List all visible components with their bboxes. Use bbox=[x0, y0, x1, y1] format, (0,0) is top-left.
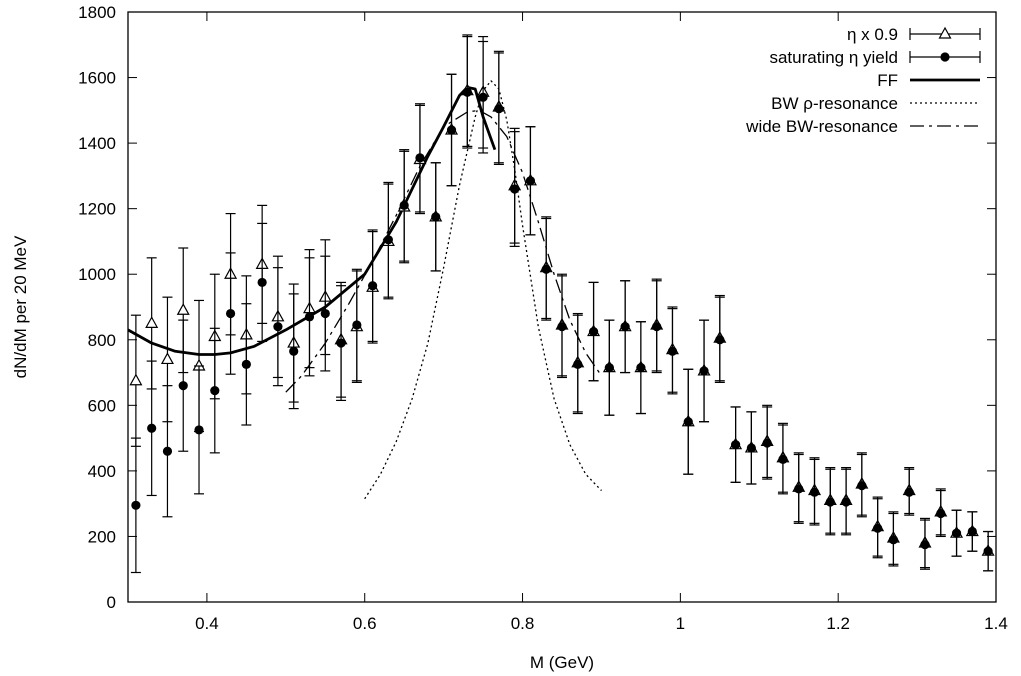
circle-point bbox=[399, 200, 409, 210]
circle-point bbox=[620, 322, 630, 332]
circle-point bbox=[936, 508, 946, 519]
x-tick-label: 1.4 bbox=[984, 614, 1008, 633]
circle-point bbox=[478, 92, 488, 102]
circle-point bbox=[667, 346, 678, 356]
circle-point bbox=[683, 417, 693, 427]
circle-point bbox=[383, 235, 393, 245]
curve-dash-dot bbox=[285, 109, 603, 393]
circle-point bbox=[699, 366, 709, 376]
circle-point bbox=[273, 322, 283, 332]
circle-point bbox=[873, 523, 883, 533]
legend: η x 0.9 saturating η yield FF BW ρ-resonanc… bbox=[745, 25, 981, 136]
legend-circle-marker bbox=[940, 52, 950, 62]
x-tick-label: 1 bbox=[676, 614, 685, 633]
circle-point bbox=[241, 359, 251, 369]
circle-point bbox=[573, 359, 583, 369]
y-tick-label: 400 bbox=[88, 462, 116, 481]
y-tick-label: 0 bbox=[107, 593, 116, 612]
x-tick-label: 1.2 bbox=[826, 614, 850, 633]
data-markers bbox=[129, 34, 995, 574]
y-tick-label: 600 bbox=[88, 396, 116, 415]
y-tick-label: 1800 bbox=[78, 3, 116, 22]
curve-dotted bbox=[364, 80, 602, 500]
circle-point bbox=[257, 277, 267, 288]
axis-ticks: 0 200 400 600 800 1000 1200 1400 1600 1800 0.4 0.6 0… bbox=[78, 3, 1008, 633]
circle-point bbox=[446, 125, 457, 135]
circle-point bbox=[541, 264, 551, 274]
circle-point bbox=[525, 176, 536, 186]
x-tick-label: 0.8 bbox=[511, 614, 535, 633]
plot-frame bbox=[127, 11, 997, 603]
x-tick-label: 0.6 bbox=[353, 614, 377, 633]
circle-point bbox=[841, 497, 851, 507]
circle-point bbox=[731, 440, 741, 450]
circle-point bbox=[557, 322, 567, 332]
circle-point bbox=[588, 326, 599, 337]
legend-label: BW ρ-resonance bbox=[771, 94, 898, 113]
circle-point bbox=[225, 308, 236, 319]
circle-point bbox=[967, 526, 977, 537]
y-axis-title: dN/dM per 20 MeV bbox=[11, 235, 30, 378]
legend-label: FF bbox=[877, 71, 898, 90]
circle-point bbox=[746, 443, 756, 453]
circle-point bbox=[715, 335, 725, 345]
circle-point bbox=[352, 320, 362, 330]
legend-label: η x 0.9 bbox=[847, 25, 898, 44]
circle-point bbox=[210, 385, 220, 396]
circle-point bbox=[825, 497, 835, 507]
legend-label: saturating η yield bbox=[769, 48, 898, 67]
circle-point bbox=[494, 104, 504, 114]
circle-point bbox=[904, 487, 914, 497]
circle-point bbox=[809, 487, 820, 497]
legend-label: wide BW-resonance bbox=[745, 117, 898, 136]
y-tick-label: 800 bbox=[88, 331, 116, 350]
circle-point bbox=[415, 153, 425, 163]
triangle-point bbox=[129, 373, 143, 386]
y-tick-label: 1400 bbox=[78, 134, 116, 153]
y-tick-label: 1000 bbox=[78, 265, 116, 284]
circle-point bbox=[762, 438, 772, 448]
circle-point bbox=[652, 322, 662, 332]
circle-point bbox=[778, 454, 788, 465]
circle-point bbox=[178, 381, 188, 391]
circle-point bbox=[194, 425, 204, 435]
circle-point bbox=[636, 363, 646, 373]
x-tick-label: 0.4 bbox=[195, 614, 219, 633]
circle-point bbox=[147, 423, 157, 433]
y-tick-label: 1600 bbox=[78, 69, 116, 88]
circle-point bbox=[162, 446, 173, 456]
x-axis-title: M (GeV) bbox=[530, 653, 594, 672]
circle-point bbox=[320, 308, 330, 319]
y-tick-label: 1200 bbox=[78, 200, 116, 219]
circle-point bbox=[857, 481, 867, 491]
circle-point bbox=[368, 281, 378, 291]
circle-point bbox=[462, 87, 472, 97]
circle-point bbox=[604, 363, 614, 373]
triangle-point bbox=[176, 303, 190, 315]
circle-point bbox=[336, 338, 346, 348]
circle-point bbox=[983, 546, 993, 556]
y-tick-label: 200 bbox=[88, 527, 116, 546]
triangle-point bbox=[160, 352, 174, 365]
circle-point bbox=[431, 212, 441, 222]
circle-point bbox=[920, 540, 930, 550]
legend-triangle-marker bbox=[938, 26, 952, 39]
circle-point bbox=[304, 312, 315, 322]
triangle-point bbox=[145, 316, 159, 328]
circle-point bbox=[510, 184, 520, 194]
circle-point bbox=[888, 535, 899, 545]
circle-point bbox=[131, 500, 141, 510]
circle-point bbox=[289, 346, 299, 356]
circle-point bbox=[951, 528, 962, 538]
circle-point bbox=[794, 484, 804, 494]
